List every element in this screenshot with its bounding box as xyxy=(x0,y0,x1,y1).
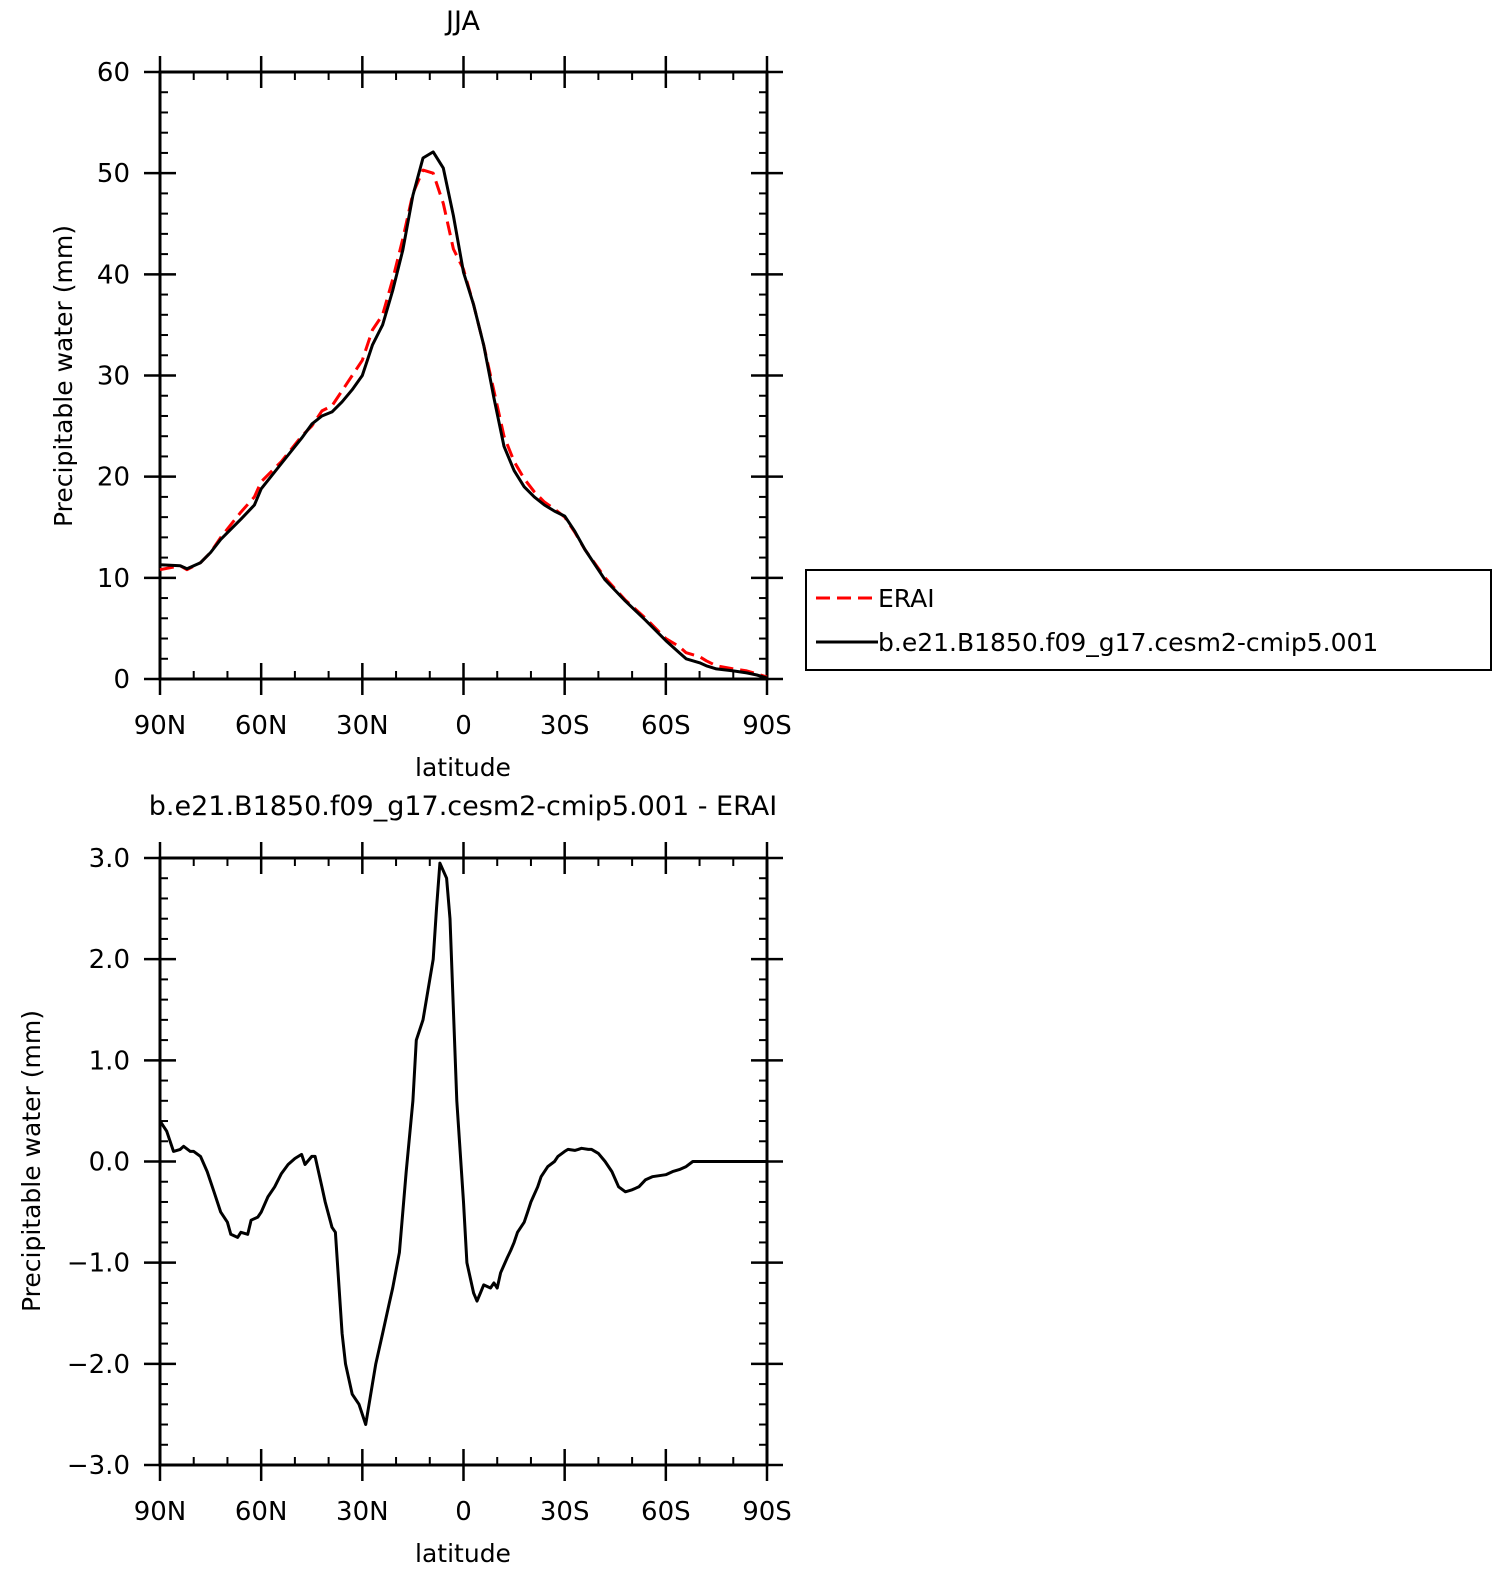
y-tick-label: 20 xyxy=(97,463,130,493)
y-tick-label: 40 xyxy=(97,260,130,290)
x-tick-label: 90N xyxy=(134,711,187,741)
x-tick-label: 0 xyxy=(455,1497,472,1527)
chart-title: b.e21.B1850.f09_g17.cesm2-cmip5.001 - ER… xyxy=(149,791,777,822)
chart-difference: b.e21.B1850.f09_g17.cesm2-cmip5.001 - ER… xyxy=(17,791,792,1568)
legend-label: b.e21.B1850.f09_g17.cesm2-cmip5.001 xyxy=(878,628,1378,657)
x-tick-label: 60S xyxy=(641,711,691,741)
legend-label: ERAI xyxy=(878,584,935,613)
y-tick-label: 2.0 xyxy=(89,945,130,975)
y-tick-label: −3.0 xyxy=(67,1451,130,1481)
series-line-1 xyxy=(159,150,768,680)
y-tick-label: 0.0 xyxy=(89,1148,130,1178)
y-tick-label: 1.0 xyxy=(89,1046,130,1076)
x-tick-label: 0 xyxy=(455,711,472,741)
series-line-0 xyxy=(158,861,767,1426)
plot-frame xyxy=(158,70,769,681)
y-tick-label: 10 xyxy=(97,564,130,594)
y-tick-label: −1.0 xyxy=(67,1249,130,1279)
x-tick-label: 30S xyxy=(540,1497,590,1527)
x-tick-label: 30N xyxy=(336,1497,389,1527)
x-tick-label: 30N xyxy=(336,711,389,741)
y-axis-label: Precipitable water (mm) xyxy=(17,1010,46,1312)
chart-top: JJA 0 10 20 30 40 50 60 90N 60N 30N 0 30S 60S 90S latit… xyxy=(49,6,1492,782)
y-tick-label: 0 xyxy=(113,665,130,695)
x-tick-label: 60N xyxy=(235,711,288,741)
series-line-0 xyxy=(159,168,768,679)
y-tick-label: 60 xyxy=(97,58,130,88)
x-tick-label: 90N xyxy=(134,1497,187,1527)
x-tick-label: 60S xyxy=(641,1497,691,1527)
y-tick-label: −2.0 xyxy=(67,1350,130,1380)
x-axis-label: latitude xyxy=(415,1539,511,1568)
y-tick-label: 50 xyxy=(97,159,130,189)
chart-title: JJA xyxy=(444,6,480,37)
x-tick-label: 90S xyxy=(742,1497,792,1527)
x-axis-label: latitude xyxy=(415,753,511,782)
x-tick-label: 30S xyxy=(540,711,590,741)
legend-box xyxy=(805,569,1492,671)
y-tick-label: 30 xyxy=(97,362,130,392)
y-axis-label: Precipitable water (mm) xyxy=(49,225,78,527)
y-tick-label: 3.0 xyxy=(89,844,130,874)
x-tick-label: 60N xyxy=(235,1497,288,1527)
x-tick-label: 90S xyxy=(742,711,792,741)
plot-frame xyxy=(158,856,769,1467)
